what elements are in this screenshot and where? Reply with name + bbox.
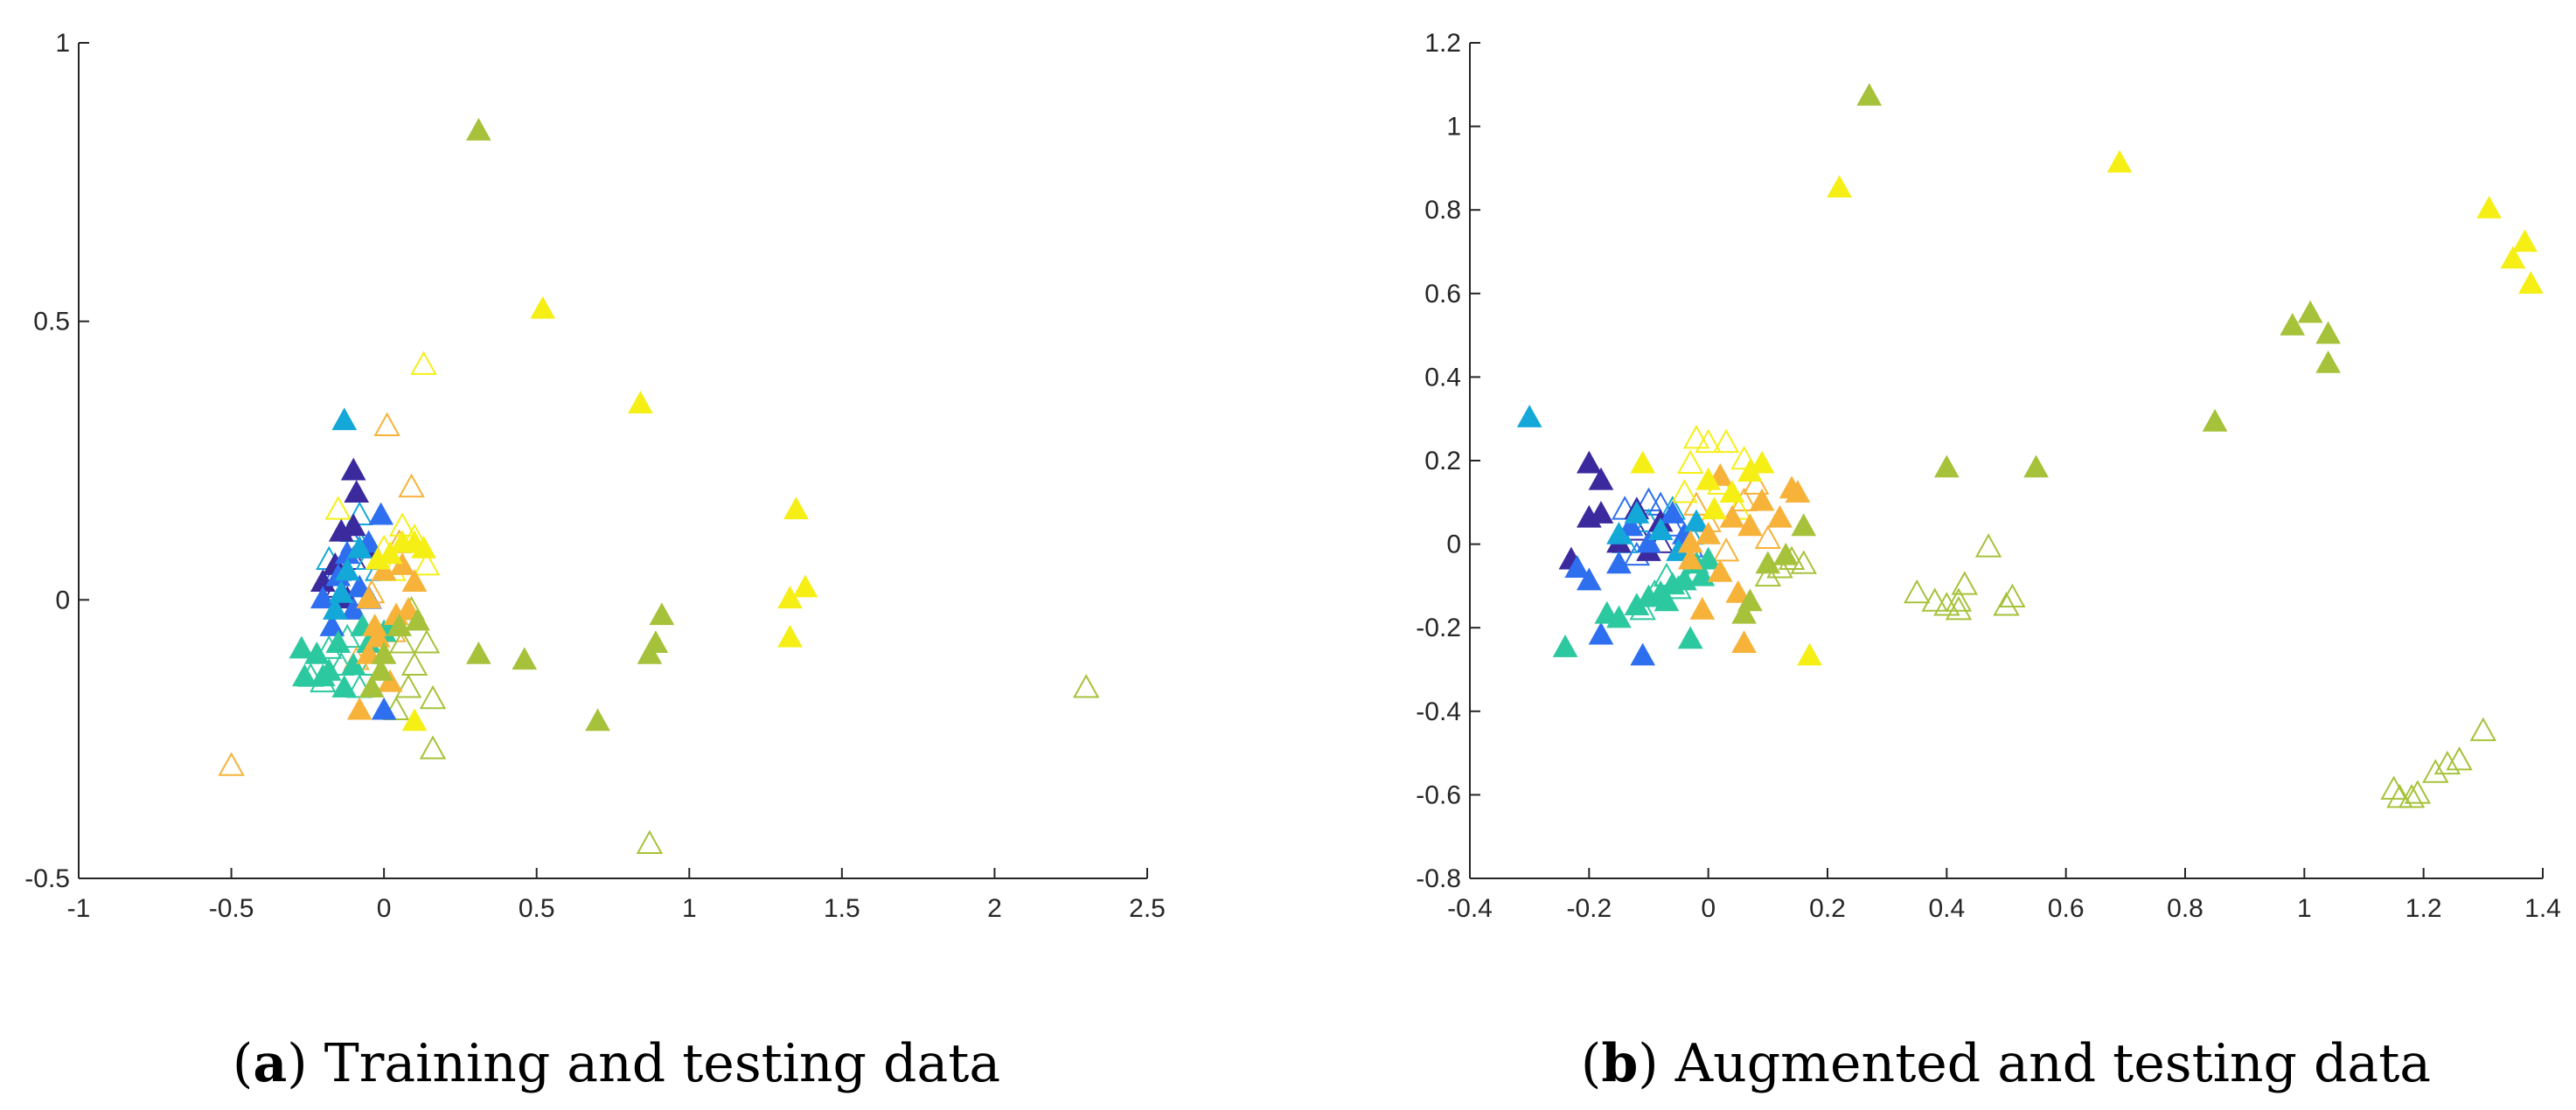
x-tick-label-a: 2.5 bbox=[1129, 894, 1166, 923]
x-tick-label-b: 1.4 bbox=[2524, 894, 2561, 923]
x-tick-label-a: 2 bbox=[987, 894, 1002, 923]
y-tick-label-b: 0.2 bbox=[1424, 447, 1461, 475]
y-tick-label-b: 0.8 bbox=[1424, 196, 1461, 225]
x-tick-label-a: 1 bbox=[682, 894, 697, 923]
x-tick-label-b: 1 bbox=[2297, 894, 2312, 923]
y-tick-label-b: 0.6 bbox=[1424, 280, 1461, 309]
x-tick-label-b: 0.4 bbox=[1928, 894, 1965, 923]
x-tick-label-a: 0.5 bbox=[519, 894, 555, 923]
x-tick-label-b: 1.2 bbox=[2405, 894, 2442, 923]
caption-a: (a) Training and testing data bbox=[233, 1033, 1000, 1094]
caption-a-text: Training and testing data bbox=[324, 1033, 1000, 1094]
x-tick-label-a: -1 bbox=[67, 894, 91, 923]
x-tick-label-a: 1.5 bbox=[824, 894, 860, 923]
x-tick-label-b: -0.2 bbox=[1566, 894, 1612, 923]
x-tick-label-a: 0 bbox=[377, 894, 392, 923]
x-tick-label-b: 0.8 bbox=[2167, 894, 2204, 923]
caption-b-letter: b bbox=[1601, 1033, 1638, 1094]
y-tick-label-b: -0.2 bbox=[1416, 614, 1461, 642]
y-tick-label-a: 1 bbox=[55, 29, 70, 58]
caption-a-letter: a bbox=[253, 1033, 287, 1094]
y-tick-label-a: 0 bbox=[55, 586, 70, 614]
y-tick-label-a: 0.5 bbox=[33, 308, 70, 336]
y-tick-label-b: 1 bbox=[1446, 113, 1461, 142]
x-tick-label-b: 0 bbox=[1701, 894, 1716, 923]
y-tick-label-b: -0.4 bbox=[1416, 697, 1461, 726]
y-tick-label-b: 0 bbox=[1446, 531, 1461, 559]
caption-b: (b) Augmented and testing data bbox=[1581, 1033, 2431, 1094]
y-tick-label-b: -0.8 bbox=[1416, 864, 1461, 893]
y-tick-label-b: 0.4 bbox=[1424, 363, 1461, 392]
x-tick-label-b: 0.6 bbox=[2048, 894, 2085, 923]
y-tick-label-b: 1.2 bbox=[1424, 29, 1461, 58]
y-tick-label-a: -0.5 bbox=[24, 864, 70, 893]
figure: -1 -0.5 0 0.5 1 1.5 2 2.5-0.500.51 (a) Training… bbox=[0, 0, 2576, 1110]
x-tick-label-b: 0.2 bbox=[1809, 894, 1846, 923]
caption-b-text: Augmented and testing data bbox=[1674, 1033, 2431, 1094]
y-tick-label-b: -0.6 bbox=[1416, 780, 1461, 809]
x-tick-label-a: -0.5 bbox=[209, 894, 254, 923]
x-tick-label-b: -0.4 bbox=[1447, 894, 1493, 923]
